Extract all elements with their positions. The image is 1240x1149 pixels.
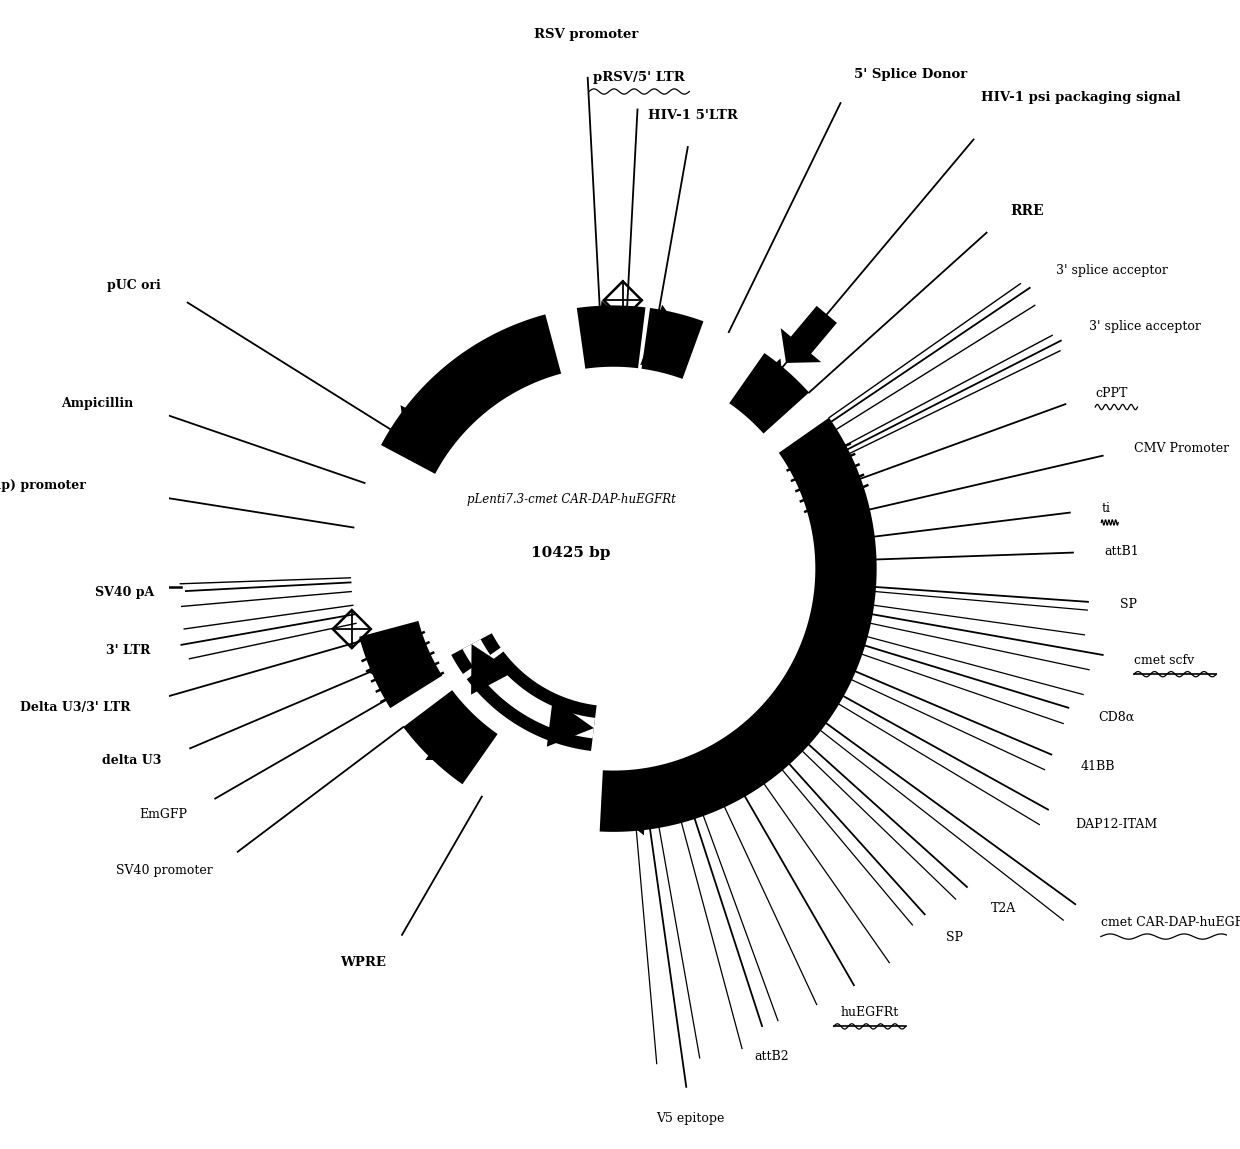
Polygon shape xyxy=(471,645,513,695)
Text: cmet CAR-DAP-huEGFRt: cmet CAR-DAP-huEGFRt xyxy=(1101,916,1240,930)
Polygon shape xyxy=(451,633,501,674)
Polygon shape xyxy=(463,639,490,666)
Text: cPPT: cPPT xyxy=(1095,387,1127,400)
Text: DAP12-ITAM: DAP12-ITAM xyxy=(1076,818,1158,832)
Polygon shape xyxy=(577,306,646,369)
Polygon shape xyxy=(601,771,647,835)
Text: 3' splice acceptor: 3' splice acceptor xyxy=(1056,263,1168,277)
Text: attB2: attB2 xyxy=(755,1050,789,1063)
Polygon shape xyxy=(733,358,786,412)
Text: bla (amp) promoter: bla (amp) promoter xyxy=(0,479,86,492)
Text: SV40 promoter: SV40 promoter xyxy=(115,864,212,878)
Text: CD8α: CD8α xyxy=(1099,710,1135,724)
Text: 41BB: 41BB xyxy=(1080,761,1115,773)
Polygon shape xyxy=(641,308,703,379)
Text: Ampicillin: Ampicillin xyxy=(62,396,134,410)
Polygon shape xyxy=(360,620,443,708)
Polygon shape xyxy=(466,651,596,751)
Text: SP: SP xyxy=(1120,597,1137,610)
Polygon shape xyxy=(401,406,458,460)
Text: HIV-1 psi packaging signal: HIV-1 psi packaging signal xyxy=(981,92,1180,105)
Text: 3' splice acceptor: 3' splice acceptor xyxy=(1089,319,1202,333)
Polygon shape xyxy=(366,638,420,692)
Text: HIV-1 5'LTR: HIV-1 5'LTR xyxy=(649,109,738,122)
Text: cmet scfv: cmet scfv xyxy=(1133,654,1194,666)
Text: V5 epitope: V5 epitope xyxy=(656,1112,725,1125)
Text: RSV promoter: RSV promoter xyxy=(533,28,637,41)
Text: ti: ti xyxy=(1101,502,1110,515)
Polygon shape xyxy=(781,306,837,363)
Text: attB1: attB1 xyxy=(1105,545,1140,558)
Text: pRSV/5' LTR: pRSV/5' LTR xyxy=(593,71,684,84)
Text: RRE: RRE xyxy=(1011,205,1044,218)
Polygon shape xyxy=(594,300,642,364)
Text: EmGFP: EmGFP xyxy=(140,808,187,820)
Text: delta U3: delta U3 xyxy=(102,754,161,768)
Polygon shape xyxy=(403,691,497,785)
Text: huEGFRt: huEGFRt xyxy=(841,1007,899,1019)
Text: pLenti7.3-cmet CAR-DAP-huEGFRt: pLenti7.3-cmet CAR-DAP-huEGFRt xyxy=(466,493,676,507)
Text: SV40 pA: SV40 pA xyxy=(95,586,154,600)
Polygon shape xyxy=(381,315,562,473)
Polygon shape xyxy=(640,304,693,365)
Text: pUC ori: pUC ori xyxy=(107,279,161,292)
Text: SP: SP xyxy=(946,932,963,944)
Polygon shape xyxy=(547,699,594,747)
Text: 10425 bp: 10425 bp xyxy=(532,546,611,560)
Text: T2A: T2A xyxy=(991,902,1016,915)
Polygon shape xyxy=(477,660,595,739)
Polygon shape xyxy=(600,418,877,832)
Text: 5' Splice Donor: 5' Splice Donor xyxy=(854,68,967,82)
Polygon shape xyxy=(425,708,480,759)
Text: CMV Promoter: CMV Promoter xyxy=(1133,442,1229,455)
Text: 3' LTR: 3' LTR xyxy=(105,643,150,657)
Polygon shape xyxy=(729,353,808,433)
Text: WPRE: WPRE xyxy=(340,956,386,969)
Text: Delta U3/3' LTR: Delta U3/3' LTR xyxy=(20,701,130,714)
